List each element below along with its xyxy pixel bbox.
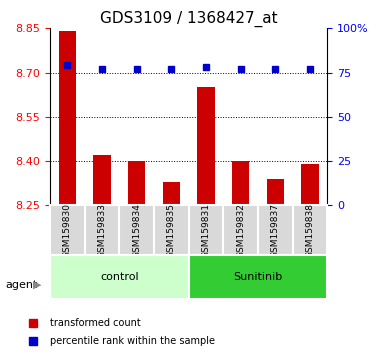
Text: control: control (100, 272, 139, 282)
Text: GSM159833: GSM159833 (97, 202, 107, 258)
Bar (232, 161, 249, 205)
Text: ▶: ▶ (33, 280, 41, 290)
Text: GSM159837: GSM159837 (271, 202, 280, 258)
Bar (266, 179, 284, 205)
FancyBboxPatch shape (189, 255, 327, 299)
Text: GSM159831: GSM159831 (201, 202, 211, 258)
FancyBboxPatch shape (189, 205, 223, 255)
FancyBboxPatch shape (50, 205, 85, 255)
Text: GSM159834: GSM159834 (132, 202, 141, 258)
Text: Sunitinib: Sunitinib (233, 272, 283, 282)
Text: GSM159830: GSM159830 (63, 202, 72, 258)
FancyBboxPatch shape (154, 205, 189, 255)
Text: transformed count: transformed count (50, 318, 141, 328)
Text: GSM159838: GSM159838 (305, 202, 315, 258)
Bar (128, 161, 145, 205)
Text: percentile rank within the sample: percentile rank within the sample (50, 336, 216, 346)
FancyBboxPatch shape (223, 205, 258, 255)
FancyBboxPatch shape (50, 255, 189, 299)
Bar (197, 87, 215, 205)
Text: GSM159832: GSM159832 (236, 202, 245, 258)
FancyBboxPatch shape (258, 205, 293, 255)
FancyBboxPatch shape (293, 205, 327, 255)
Bar (93, 155, 111, 205)
Title: GDS3109 / 1368427_at: GDS3109 / 1368427_at (100, 11, 278, 27)
Text: agent: agent (6, 280, 38, 290)
FancyBboxPatch shape (85, 205, 119, 255)
Bar (162, 182, 180, 205)
FancyBboxPatch shape (119, 205, 154, 255)
Bar (59, 31, 76, 205)
Text: GSM159835: GSM159835 (167, 202, 176, 258)
Bar (301, 164, 318, 205)
